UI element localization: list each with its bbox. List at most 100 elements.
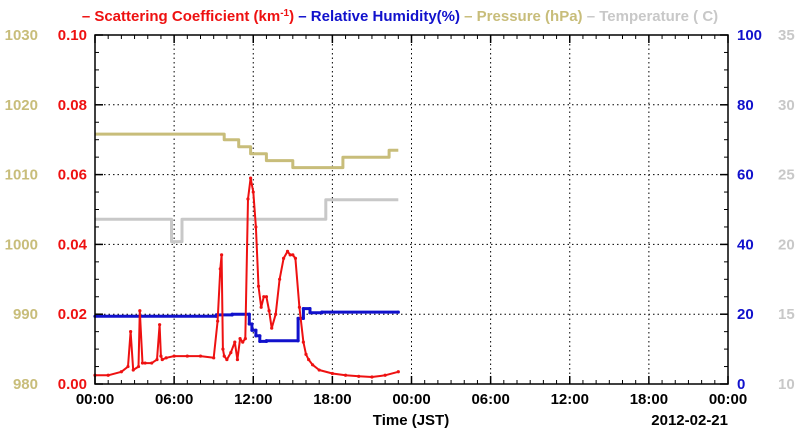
y-tick-label-pressure: 1000 [5,236,38,253]
x-tick-label: 18:00 [630,391,668,408]
data-point-scattering [293,256,298,260]
data-point-scattering [251,190,255,194]
data-point-humidity [296,339,300,343]
data-point-scattering [243,337,247,341]
y-tick-label-pressure: 1020 [5,97,38,114]
x-tick-label: 12:00 [551,391,589,408]
title-part-tail: ) [289,8,294,25]
y-tick-label-humidity: 40 [737,236,754,253]
data-point-scattering [383,373,387,377]
data-point-scattering [317,368,321,372]
y-tick-label-scattering: 0.04 [58,236,88,253]
data-point-humidity [247,312,251,316]
y-tick-label-humidity: 80 [737,97,754,114]
x-tick-label: 18:00 [313,391,351,408]
x-axis-label: Time (JST) [373,412,449,429]
y-tick-label-humidity: 20 [737,306,754,323]
data-point-humidity [308,311,312,315]
series-line-temperature [95,198,399,244]
title-part-1: – Relative Humidity(%) [294,8,460,25]
data-point-scattering [270,326,274,330]
data-point-humidity [250,328,254,332]
data-point-scattering [307,357,311,362]
data-point-humidity [254,328,258,332]
data-point-humidity [396,310,400,314]
data-point-scattering [212,356,216,360]
data-point-scattering [158,323,162,327]
data-point-scattering [274,312,278,316]
data-point-scattering [136,364,141,369]
data-point-scattering [264,295,269,299]
y-tick-label-temperature: 25 [778,167,795,184]
y-tick-label-pressure: 1010 [5,167,38,184]
y-tick-label-pressure: 980 [13,376,38,393]
data-point-scattering [119,370,123,374]
data-point-scattering [233,340,237,344]
data-point-scattering [256,284,261,288]
data-point-scattering [297,305,302,309]
data-point-scattering [160,357,164,362]
data-point-scattering [143,361,147,365]
data-point-scattering [172,354,176,358]
data-point-scattering [106,373,110,377]
y-tick-label-scattering: 0.00 [58,376,87,393]
data-point-humidity [250,322,254,326]
data-point-scattering [357,374,361,378]
series-line-scattering [95,177,399,378]
data-point-scattering [304,352,308,356]
title-superscript: -1 [280,8,289,19]
data-point-scattering [262,295,266,299]
y-tick-label-humidity: 100 [737,27,762,44]
data-point-scattering [221,347,225,351]
data-point-scattering [281,256,286,260]
series-layer [93,132,400,379]
x-tick-label: 06:00 [155,391,193,408]
data-point-scattering [330,371,334,376]
data-point-scattering [238,337,242,341]
y-tick-labels: 10301020101010009909800.100.080.060.040.… [5,27,795,393]
data-point-scattering [155,357,159,362]
data-point-humidity [247,322,251,326]
x-tick-label: 00:00 [709,391,747,408]
data-point-scattering [159,354,163,358]
x-tick-label: 06:00 [471,391,509,408]
data-point-scattering [220,253,224,257]
data-point-scattering [185,354,189,358]
grid [95,35,728,384]
data-point-humidity [301,307,305,311]
x-tick-label: 00:00 [76,391,114,408]
data-point-scattering [278,277,282,281]
title-part-3: – Temperature ( C) [583,8,719,25]
data-point-scattering [150,361,154,365]
data-point-humidity [258,339,262,344]
data-point-scattering [343,373,348,377]
tick-marks [94,34,729,385]
data-point-scattering [138,309,142,313]
y-tick-label-temperature: 35 [778,27,795,44]
data-point-scattering [229,350,233,355]
title-part-2: – Pressure (hPa) [460,8,583,25]
y-tick-label-temperature: 20 [778,236,795,253]
data-point-scattering [225,357,229,362]
data-point-scattering [291,253,295,257]
data-point-humidity [230,312,234,316]
data-point-humidity [258,334,262,338]
data-point-scattering [249,176,253,180]
y-tick-label-temperature: 30 [778,97,795,114]
data-point-scattering [285,249,290,253]
data-point-humidity [254,334,258,338]
date-label: 2012-02-21 [651,412,728,429]
data-point-humidity [264,339,269,343]
data-point-scattering [246,197,250,201]
data-point-scattering [126,364,130,369]
y-tick-label-scattering: 0.02 [58,306,87,323]
data-point-scattering [254,225,258,229]
data-point-scattering [222,354,226,358]
data-point-scattering [396,370,400,374]
data-point-humidity [296,316,300,320]
y-tick-label-scattering: 0.06 [58,167,87,184]
x-tick-label: 00:00 [392,391,430,408]
data-point-scattering [198,354,203,358]
data-point-scattering [235,357,240,362]
